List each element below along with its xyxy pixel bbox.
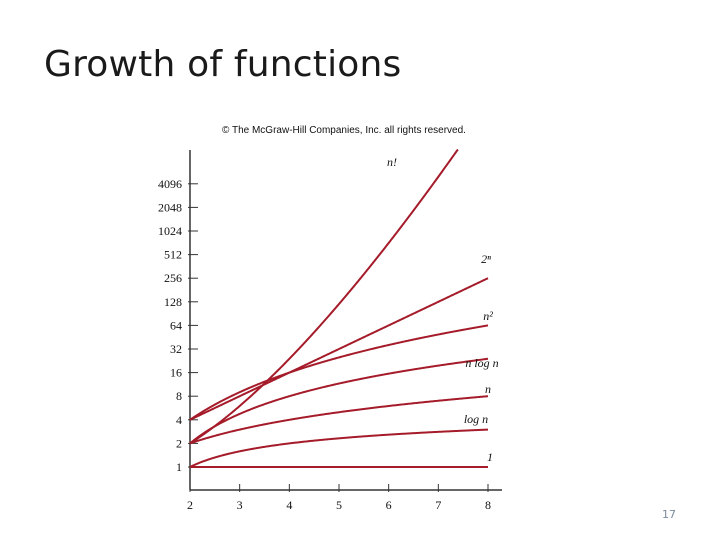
- x-tick-label: 6: [386, 498, 392, 512]
- slide-title: Growth of functions: [44, 44, 402, 85]
- series-line-log-n: [189, 428, 489, 468]
- x-tick-label: 5: [336, 498, 342, 512]
- series-label: 2ⁿ: [481, 252, 491, 266]
- y-tick-label: 2: [176, 436, 182, 450]
- x-tick-label: 8: [485, 498, 491, 512]
- y-tick-label: 2048: [158, 200, 182, 214]
- chart-curves: [189, 149, 489, 468]
- copyright-notice: © The McGraw-Hill Companies, Inc. all ri…: [222, 125, 466, 136]
- series-line-2-n: [189, 277, 489, 421]
- y-tick-label: 1: [176, 460, 182, 474]
- x-tick-label: 7: [435, 498, 441, 512]
- series-label: 1: [487, 450, 493, 464]
- y-tick-label: 512: [164, 248, 182, 262]
- y-tick-label: 8: [176, 389, 182, 403]
- chart-axes: 1 2 4 8 16 32 64 128 256 512 1024 2048 4096 2 3 4 5 6 7 8: [158, 150, 502, 512]
- series-line-n-2: [189, 324, 489, 421]
- y-tick-label: 128: [164, 295, 182, 309]
- y-tick-label: 64: [170, 318, 182, 332]
- y-tick-label: 32: [170, 342, 182, 356]
- series-line-n-: [189, 149, 459, 445]
- series-line-n-log-n: [189, 357, 489, 445]
- y-tick-label: 16: [170, 366, 182, 380]
- series-label: n²: [483, 309, 493, 323]
- slide-number: 17: [662, 508, 676, 521]
- x-tick-label: 2: [187, 498, 193, 512]
- series-label: n log n: [465, 356, 498, 370]
- y-tick-label: 256: [164, 271, 182, 285]
- x-tick-label: 4: [286, 498, 292, 512]
- y-tick-label: 1024: [158, 224, 182, 238]
- series-line-n: [189, 395, 489, 445]
- series-label: log n: [464, 412, 488, 426]
- x-tick-label: 3: [237, 498, 243, 512]
- y-tick-label: 4: [176, 413, 182, 427]
- y-tick-label: 4096: [158, 177, 182, 191]
- series-label: n: [485, 382, 491, 396]
- series-label: n!: [387, 155, 397, 169]
- chart-curve-labels: n! 2ⁿ n² n log n n log n 1: [387, 155, 499, 464]
